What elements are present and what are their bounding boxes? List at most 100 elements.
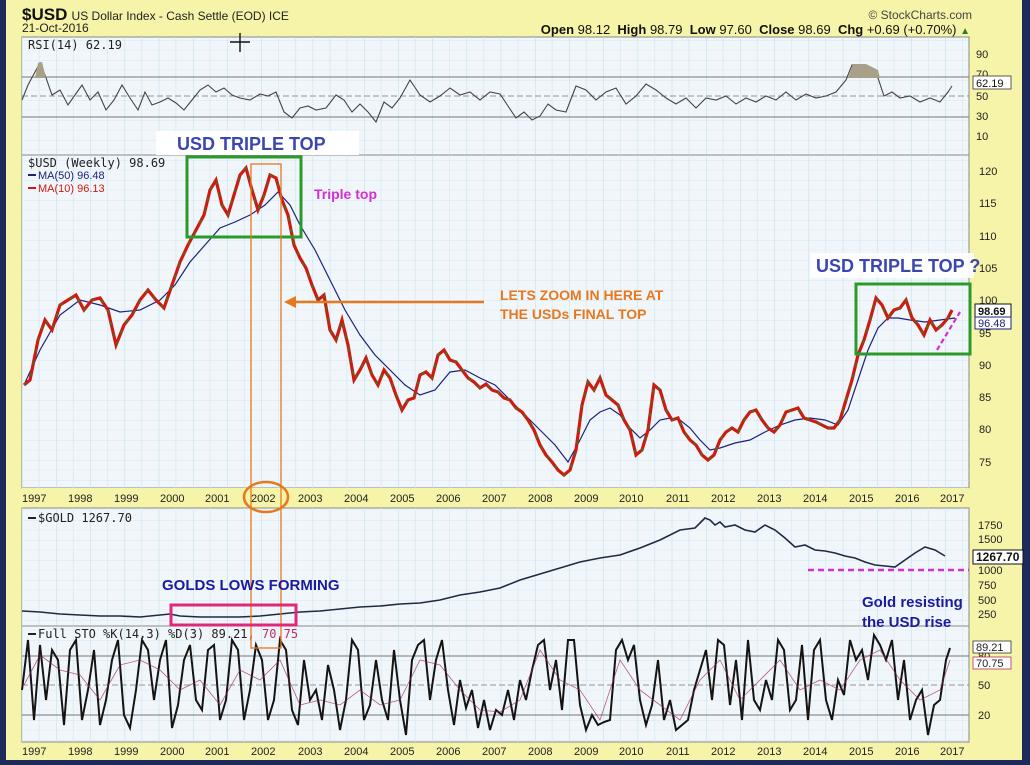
sto-legend-d: 70.75 [262, 627, 298, 641]
k-value-tag: 89.21 [976, 642, 1004, 654]
x-tick: 2000 [160, 493, 184, 505]
price-axis: 120 115 110 105 100 95 90 85 80 75 [979, 166, 997, 469]
x-tick: 2003 [298, 493, 322, 505]
price-panel: $USD (Weekly) 98.69 MA(50) 96.48 MA(10) … [21, 154, 1012, 489]
x-tick: 1999 [114, 746, 138, 758]
price-tick: 115 [979, 198, 997, 210]
x-tick: 2000 [160, 746, 184, 758]
symbol: $USD [22, 5, 68, 24]
gold-tick: 1000 [978, 565, 1002, 577]
rsi-tick: 50 [976, 91, 988, 103]
open-value: 98.12 [577, 22, 611, 37]
close-value: 98.69 [798, 22, 831, 37]
annotations: USD TRIPLE TOP Triple top LETS ZOOM IN H… [156, 131, 980, 649]
x-tick: 2006 [436, 493, 460, 505]
x-tick: 2015 [849, 493, 873, 505]
x-tick: 2010 [619, 746, 643, 758]
x-tick: 2017 [940, 746, 964, 758]
x-tick: 2007 [482, 746, 506, 758]
rsi-legend: RSI(14) 62.19 [28, 38, 122, 52]
price-tick: 95 [979, 328, 991, 340]
x-tick: 2009 [574, 493, 598, 505]
x-tick: 2002 [251, 746, 275, 758]
x-tick: 1998 [68, 493, 92, 505]
x-tick: 2016 [895, 493, 919, 505]
triple-top-title: USD TRIPLE TOP [177, 134, 326, 154]
chart-date: 21-Oct-2016 [22, 21, 89, 35]
high-value: 98.79 [649, 22, 683, 37]
x-tick: 2005 [390, 746, 414, 758]
x-tick: 2009 [574, 746, 598, 758]
gold-tick: 500 [978, 595, 996, 607]
x-tick: 2008 [528, 493, 552, 505]
triple-top-question: USD TRIPLE TOP ? [816, 256, 980, 276]
price-tick: 80 [979, 424, 991, 436]
price-tick: 120 [979, 166, 997, 178]
price-tick: 105 [979, 263, 997, 275]
x-tick: 2014 [803, 746, 827, 758]
up-triangle-icon: ▲ [960, 26, 970, 37]
close-label: Close [759, 22, 795, 37]
x-tick: 2008 [528, 746, 552, 758]
low-value: 97.60 [719, 22, 752, 37]
sto-tick: 50 [978, 680, 990, 692]
d-value-tag: 70.75 [976, 658, 1004, 670]
gold-value-tag: 1267.70 [976, 550, 1020, 564]
x-tick: 2003 [298, 746, 322, 758]
x-tick: 1997 [22, 746, 46, 758]
x-tick: 2014 [803, 493, 827, 505]
sto-tick: 20 [978, 710, 990, 722]
sto-panel: Full STO %K(14,3) %D(3) 89.21, 70.75 80 … [21, 625, 1012, 743]
price-tick: 85 [979, 392, 991, 404]
x-tick: 2010 [619, 493, 643, 505]
open-label: Open [540, 22, 575, 37]
rsi-tick: 90 [976, 49, 988, 61]
sto-legend-k: Full STO %K(14,3) %D(3) 89.21, [38, 627, 255, 641]
gold-axis: 1750 1500 1000 750 500 250 [978, 520, 1002, 621]
x-tick: 2016 [895, 746, 919, 758]
sto-legend: Full STO %K(14,3) %D(3) 89.21, 70.75 [38, 627, 298, 641]
x-axis-bottom: 1997 1998 1999 2000 2001 2002 2003 2004 … [22, 746, 964, 758]
gold-tick: 1750 [978, 520, 1002, 532]
gold-legend: $GOLD 1267.70 [38, 511, 132, 525]
rsi-tick: 10 [976, 131, 988, 143]
x-tick: 1999 [114, 493, 138, 505]
x-tick: 2004 [344, 493, 368, 505]
rsi-value-tag: 62.19 [976, 78, 1004, 90]
zoom-note-line1: LETS ZOOM IN HERE AT [500, 287, 664, 303]
triple-top-note: Triple top [314, 186, 377, 202]
x-tick: 2004 [344, 746, 368, 758]
x-tick: 2005 [390, 493, 414, 505]
chg-label: Chg [837, 22, 864, 37]
x-tick: 2012 [711, 746, 735, 758]
x-tick: 2011 [666, 746, 690, 758]
x-tick: 2017 [940, 493, 964, 505]
x-tick: 1998 [68, 746, 92, 758]
x-tick: 2013 [757, 746, 781, 758]
x-tick: 2013 [757, 493, 781, 505]
gold-lows-note: GOLDS LOWS FORMING [162, 577, 340, 594]
close-value-tag: 98.69 [978, 306, 1006, 318]
x-tick: 2007 [482, 493, 506, 505]
ohlc-summary: Open 98.12 High 98.79 Low 97.60 Close 98… [541, 22, 970, 37]
price-tick: 110 [979, 231, 997, 243]
gold-resist-line2: the USD rise [862, 614, 951, 631]
gold-tick: 250 [978, 609, 996, 621]
price-tick: 90 [979, 360, 991, 372]
x-tick: 2012 [711, 493, 735, 505]
price-tick: 75 [979, 457, 991, 469]
x-tick: 2001 [205, 493, 229, 505]
x-tick: 2006 [436, 746, 460, 758]
gold-resist-line1: Gold resisting [862, 594, 963, 611]
rsi-axis: 90 70 50 30 10 [976, 49, 988, 143]
x-tick: 2011 [666, 493, 690, 505]
rsi-tick: 30 [976, 111, 988, 123]
copyright: © StockCharts.com [868, 8, 972, 22]
high-label: High [617, 22, 647, 37]
gold-tick: 1500 [978, 534, 1002, 546]
low-label: Low [689, 22, 716, 37]
x-tick: 2002 [251, 493, 275, 505]
zoom-note-line2: THE USDs FINAL TOP [500, 306, 647, 322]
chg-value: +0.69 (+0.70%) [866, 22, 957, 37]
ma50-legend: MA(50) 96.48 [38, 170, 105, 182]
